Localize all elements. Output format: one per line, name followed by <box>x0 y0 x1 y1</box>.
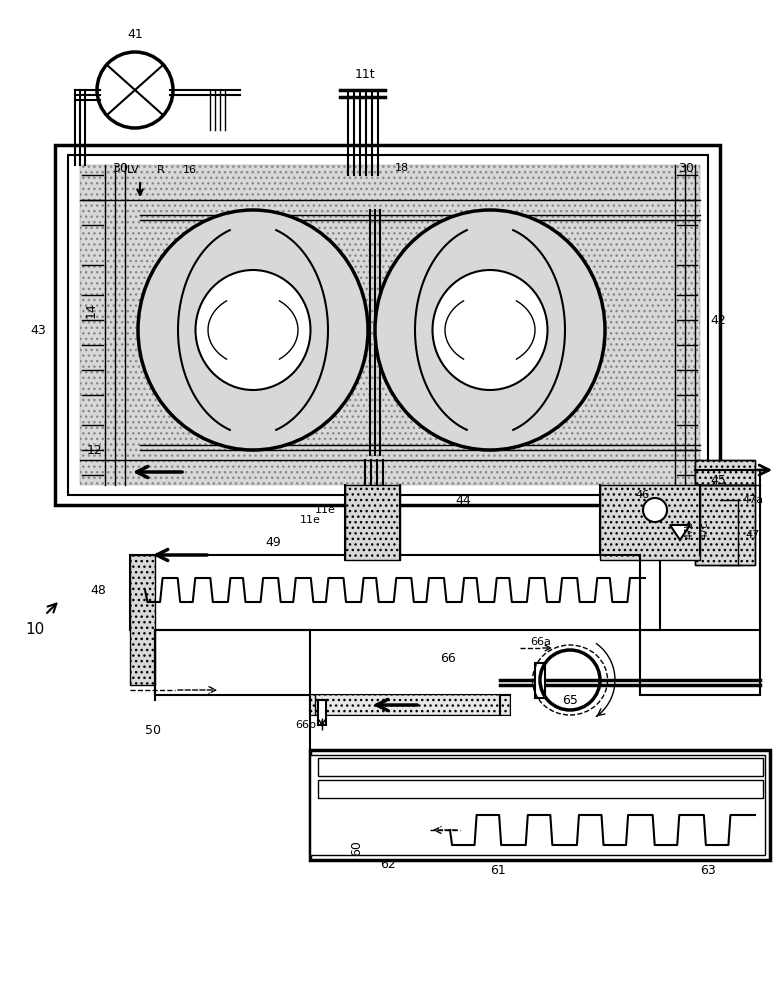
Text: 43: 43 <box>30 324 46 336</box>
Text: 66a: 66a <box>530 637 551 647</box>
Bar <box>318 780 763 798</box>
Text: 45: 45 <box>710 474 726 487</box>
Text: 44: 44 <box>455 493 471 506</box>
Bar <box>130 555 155 685</box>
Bar <box>310 755 765 855</box>
Bar <box>535 663 545 698</box>
Text: 65: 65 <box>562 694 578 706</box>
Text: 18: 18 <box>395 163 409 173</box>
Text: 63: 63 <box>700 863 716 876</box>
Bar <box>600 485 700 560</box>
Text: 16: 16 <box>183 165 197 175</box>
Bar <box>310 695 510 715</box>
Text: 12: 12 <box>87 444 102 456</box>
Polygon shape <box>670 525 690 540</box>
Bar <box>345 485 400 560</box>
Text: 66: 66 <box>440 652 456 664</box>
Ellipse shape <box>138 210 368 450</box>
Text: 10: 10 <box>25 622 45 638</box>
Text: 42: 42 <box>710 314 726 326</box>
Bar <box>140 560 650 620</box>
Text: 49: 49 <box>265 536 281 550</box>
Bar <box>80 165 700 485</box>
Bar <box>695 460 755 485</box>
Text: 66b: 66b <box>295 720 316 730</box>
Bar <box>318 758 763 776</box>
Text: 47: 47 <box>745 530 759 540</box>
Bar <box>695 485 755 565</box>
Circle shape <box>643 498 667 522</box>
Bar <box>68 155 708 495</box>
Text: 11t: 11t <box>355 68 375 82</box>
Bar <box>80 165 700 485</box>
Bar <box>310 695 510 715</box>
Bar <box>695 460 755 485</box>
Ellipse shape <box>375 210 605 450</box>
Text: 62: 62 <box>380 858 396 871</box>
Text: 47a: 47a <box>742 495 763 505</box>
Text: 47c: 47c <box>700 521 710 539</box>
Bar <box>695 485 755 565</box>
Text: LV: LV <box>127 165 139 175</box>
Text: 41: 41 <box>127 28 143 41</box>
Text: 60: 60 <box>350 840 363 856</box>
Bar <box>318 700 326 725</box>
Text: 14: 14 <box>85 302 98 318</box>
Bar <box>310 750 770 860</box>
Ellipse shape <box>432 270 547 390</box>
Text: 50: 50 <box>145 724 161 736</box>
Text: R: R <box>157 165 165 175</box>
Ellipse shape <box>196 270 310 390</box>
Text: 61: 61 <box>490 863 506 876</box>
Text: 11e: 11e <box>300 515 321 525</box>
Text: 48: 48 <box>90 584 106 596</box>
Bar <box>55 145 720 505</box>
Text: 46: 46 <box>635 490 649 500</box>
Text: 30: 30 <box>112 161 128 174</box>
Text: 11e: 11e <box>315 505 336 515</box>
Bar <box>130 555 660 630</box>
Text: 30: 30 <box>678 161 694 174</box>
Text: 47b: 47b <box>685 521 695 539</box>
